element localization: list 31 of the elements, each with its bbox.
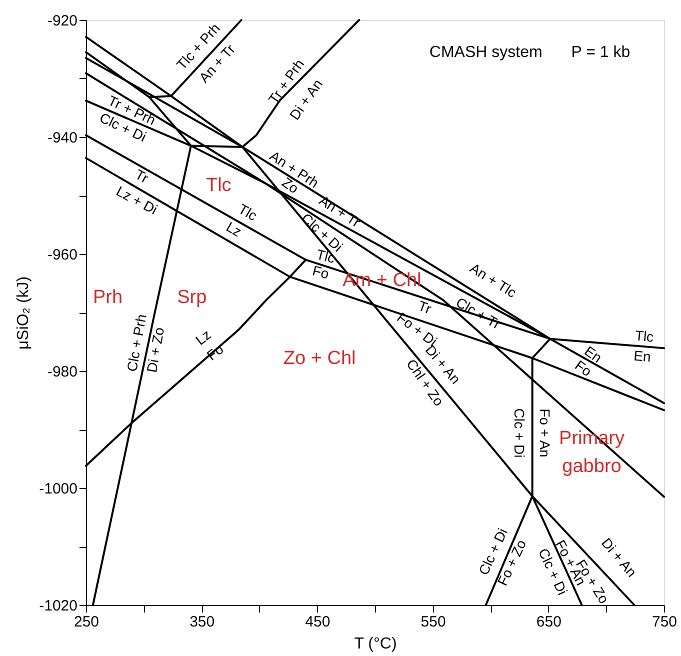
y-axis-title: μSiO₂ (kJ) [15,276,32,350]
y-tick-label: -920 [47,12,78,30]
annotation: Fo + An [537,408,554,458]
x-tick-label: 350 [190,614,215,630]
annotation: An + Tlc [467,260,520,301]
annotation: Srp [177,287,207,308]
annotation: Clc + Di [512,408,528,458]
annotation: Di + An [598,534,640,580]
y-tick-label: -1020 [39,598,78,614]
x-axis-title: T (°C) [354,636,397,652]
annotation: Lz [192,326,214,348]
annotation: gabbro [562,456,622,477]
x-tick-label: 450 [305,614,330,630]
x-tick-label: 250 [74,614,100,630]
annotation: Zo + Chl [283,348,356,369]
annotation: Tr [416,297,434,317]
annotation: En [633,347,652,365]
annotation: Prh [92,287,123,308]
y-tick-label: -960 [47,246,78,264]
annotation: P = 1 kb [571,44,630,61]
x-tick-label: 550 [420,614,446,630]
x-tick-label: 650 [536,614,562,630]
annotation: Tlc [634,327,654,345]
annotation: Fo [310,262,331,282]
y-tick-label: -980 [47,364,78,380]
annotation: Di + Zo [143,326,168,374]
y-tick-label: -940 [47,130,78,146]
x-tick-label: 750 [652,614,678,630]
annotation: CMASH system [429,44,542,61]
annotation: Tlc [206,175,232,196]
y-tick-label: -1000 [39,480,78,498]
